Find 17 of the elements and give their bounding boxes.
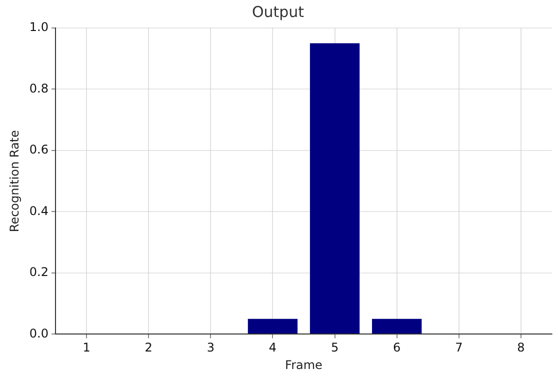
y-axis-title: Recognition Rate: [7, 130, 22, 232]
x-tick-label: 8: [517, 340, 525, 355]
x-tick-label: 3: [206, 340, 214, 355]
y-tick-label: 0.6: [29, 142, 48, 157]
x-tick-label: 4: [268, 340, 277, 355]
x-tick-label: 6: [393, 340, 401, 355]
y-tick-label: 0.4: [29, 204, 48, 218]
y-tick-label: 0.0: [29, 326, 48, 340]
y-tick-label: 0.8: [29, 81, 48, 96]
x-tick-label: 1: [82, 340, 90, 355]
y-tick-label: 1.0: [29, 20, 48, 34]
x-tick-label: 7: [455, 340, 463, 355]
chart-title: Output: [252, 2, 304, 21]
x-tick-label: 5: [330, 340, 339, 355]
x-axis-title: Frame: [285, 358, 322, 372]
y-tick-label: 0.2: [29, 265, 48, 280]
x-tick-label: 2: [144, 340, 152, 355]
